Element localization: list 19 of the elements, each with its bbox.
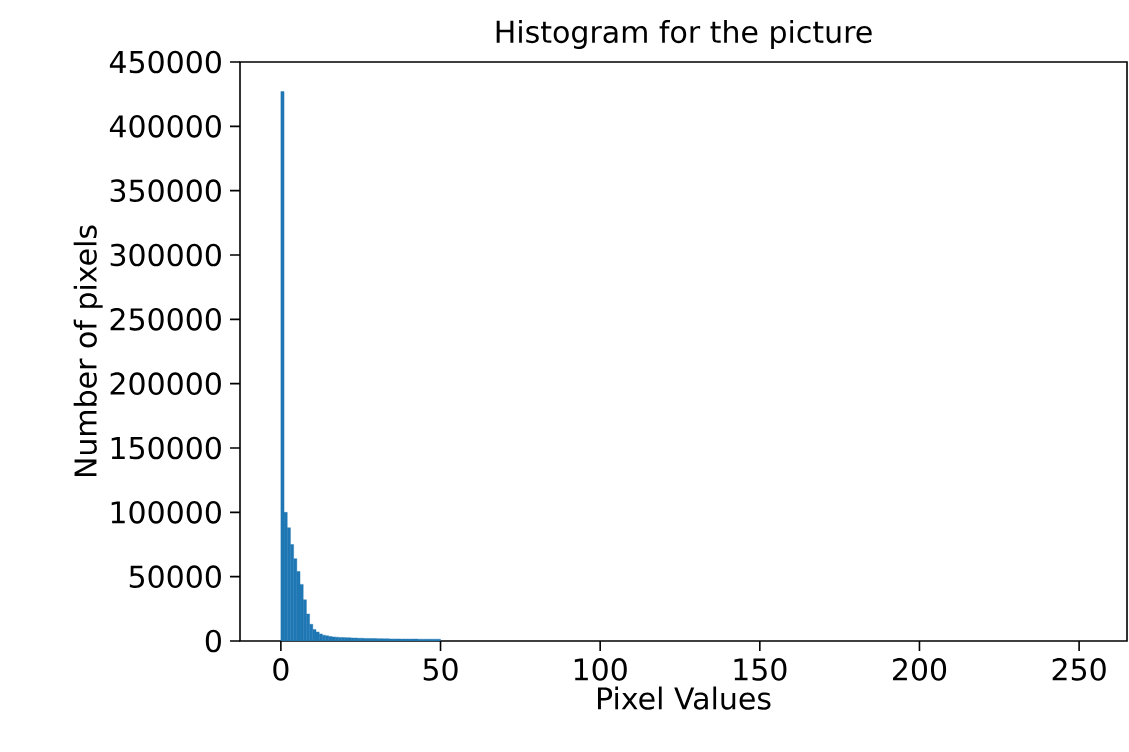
y-tick-label: 0 — [205, 629, 221, 653]
x-tick-label: 200 — [893, 658, 947, 681]
x-tick-label: 100 — [574, 658, 627, 681]
y-tick-label: 200000 — [110, 372, 221, 396]
x-tick-label: 150 — [734, 658, 787, 681]
y-tick-label: 300000 — [110, 243, 221, 267]
y-tick-label: 450000 — [109, 50, 221, 74]
y-axis-title: Number of pixels — [73, 225, 103, 477]
y-tick-label: 100000 — [111, 500, 221, 524]
chart-title: Histogram for the picture — [496, 19, 872, 49]
y-tick-label: 50000 — [129, 565, 221, 589]
x-axis-title: Pixel Values — [597, 686, 771, 710]
y-tick-label: 150000 — [111, 436, 221, 460]
x-tick-label: 50 — [423, 658, 458, 681]
x-tick-label: 0 — [273, 658, 289, 681]
y-tick-label: 400000 — [109, 114, 221, 138]
y-tick-label: 350000 — [110, 179, 221, 203]
x-tick-label: 250 — [1052, 658, 1106, 681]
y-tick-label: 250000 — [110, 307, 221, 331]
